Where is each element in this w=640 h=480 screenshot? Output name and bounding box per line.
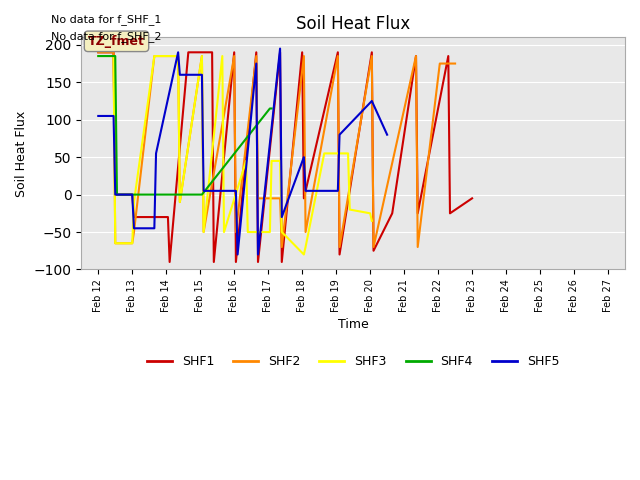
Legend: SHF1, SHF2, SHF3, SHF4, SHF5: SHF1, SHF2, SHF3, SHF4, SHF5	[142, 350, 564, 373]
Title: Soil Heat Flux: Soil Heat Flux	[296, 15, 410, 33]
Text: No data for f_SHF_1: No data for f_SHF_1	[51, 14, 161, 25]
Text: TZ_fmet: TZ_fmet	[88, 35, 145, 48]
X-axis label: Time: Time	[338, 318, 369, 331]
Y-axis label: Soil Heat Flux: Soil Heat Flux	[15, 110, 28, 196]
Text: No data for f_SHF_2: No data for f_SHF_2	[51, 31, 162, 42]
